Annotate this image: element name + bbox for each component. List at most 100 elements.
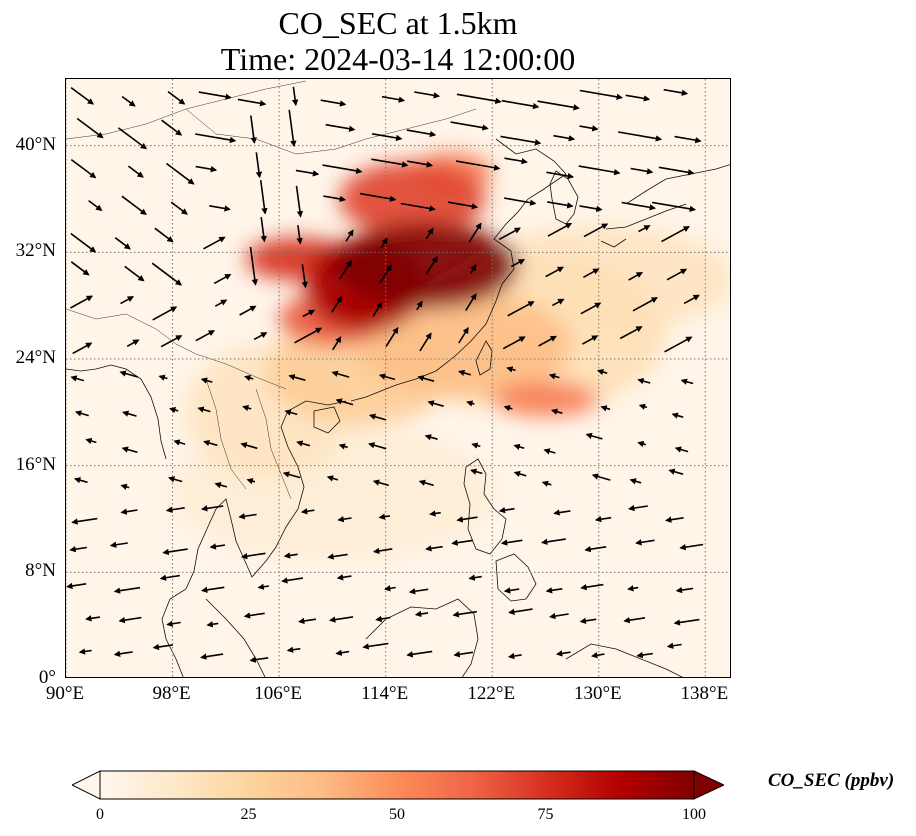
colorbar-extend-max: [693, 770, 726, 800]
wind-arrow: [425, 227, 434, 240]
wind-arrow: [508, 608, 533, 615]
concentration-plume: [492, 381, 599, 417]
coastline-new-guinea: [565, 643, 683, 677]
colorbar-tick-label: 75: [537, 806, 554, 823]
wind-arrow: [468, 222, 482, 243]
wind-arrow: [583, 223, 609, 238]
wind-arrow: [469, 264, 477, 275]
wind-arrow: [371, 133, 403, 142]
wind-arrow: [450, 121, 489, 131]
wind-arrow: [541, 538, 566, 546]
wind-arrow: [625, 94, 651, 102]
wind-arrow: [209, 205, 231, 212]
wind-arrow: [113, 650, 133, 657]
wind-arrow: [283, 552, 298, 559]
wind-arrow: [282, 471, 301, 479]
wind-arrow: [585, 432, 603, 440]
border-myanmar-thailand: [205, 378, 247, 490]
coastline-borneo: [365, 598, 479, 677]
wind-arrow: [679, 543, 704, 551]
wind-arrow: [553, 134, 576, 142]
wind-arrow: [638, 403, 648, 410]
wind-arrow: [239, 305, 257, 316]
wind-arrow: [498, 227, 521, 241]
wind-arrow: [244, 374, 254, 382]
wind-arrow: [637, 378, 651, 385]
wind-arrow: [683, 294, 700, 305]
lon-tick-label: 114°E: [361, 683, 409, 704]
wind-arrow: [201, 505, 224, 512]
wind-arrow: [249, 246, 258, 286]
wind-arrow: [203, 236, 226, 250]
wind-arrow: [674, 446, 689, 453]
wind-arrow: [118, 616, 142, 624]
colorbar-tick-label: 0: [96, 806, 104, 823]
wind-arrow: [671, 412, 684, 419]
wind-arrow: [579, 617, 597, 625]
wind-arrow: [452, 610, 477, 618]
wind-arrow: [665, 516, 684, 523]
wind-arrow: [246, 478, 256, 485]
wind-arrow: [259, 179, 268, 215]
wind-arrow: [471, 442, 481, 449]
wind-arrow: [424, 434, 438, 441]
wind-arrow: [503, 405, 513, 412]
wind-arrow: [238, 513, 257, 520]
wind-arrow: [294, 327, 323, 344]
wind-arrow: [122, 410, 137, 417]
wind-arrow: [121, 195, 147, 215]
lon-tick-label: 90°E: [45, 683, 85, 704]
coastline-hainan: [313, 406, 341, 434]
wind-arrow: [400, 202, 436, 212]
lon-tick-label: 106°E: [254, 683, 302, 704]
wind-arrow: [195, 133, 237, 144]
wind-arrow: [465, 293, 477, 312]
wind-arrow: [500, 539, 523, 546]
wind-arrow: [295, 169, 320, 177]
wind-arrow: [596, 368, 608, 376]
wind-arrow: [429, 510, 441, 517]
map-title-time: Time: 2024-03-14 12:00:00: [220, 41, 576, 77]
wind-arrow: [580, 302, 602, 315]
wind-arrow: [458, 327, 469, 344]
wind-arrow: [76, 117, 104, 139]
wind-arrow: [85, 437, 97, 445]
wind-arrow: [541, 480, 552, 487]
wind-arrow: [591, 473, 611, 481]
wind-arrow: [414, 91, 441, 99]
wind-arrow: [379, 264, 392, 284]
wind-arrow: [168, 476, 183, 483]
wind-arrow: [237, 98, 267, 107]
map-title-variable: CO_SEC at 1.5km: [278, 5, 518, 41]
wind-arrow: [503, 587, 520, 594]
wind-arrow: [594, 515, 612, 523]
colorbar-tick-label: 50: [389, 806, 405, 823]
wind-arrow: [466, 400, 475, 407]
lat-tick-label: 8°N: [25, 560, 56, 582]
wind-arrow: [200, 377, 213, 384]
wind-arrow: [658, 166, 695, 176]
wind-arrow: [506, 366, 516, 373]
wind-arrow: [121, 446, 138, 454]
wind-arrow: [154, 227, 174, 243]
wind-arrow: [546, 171, 575, 180]
wind-arrow: [335, 398, 354, 406]
wind-arrow: [158, 374, 168, 381]
wind-arrow: [385, 326, 399, 347]
wind-arrow: [425, 545, 443, 552]
wind-arrow: [619, 326, 643, 340]
wind-arrow: [152, 643, 173, 651]
wind-arrow: [584, 545, 607, 553]
wind-arrow: [66, 582, 87, 590]
wind-arrow: [74, 410, 89, 417]
wind-arrow: [417, 375, 435, 382]
wind-arrow: [545, 587, 563, 594]
wind-arrow: [213, 273, 232, 285]
concentration-plume: [339, 161, 486, 237]
wind-arrow: [453, 651, 474, 658]
wind-arrow: [126, 339, 140, 347]
wind-arrow: [629, 478, 642, 485]
wind-arrow: [425, 256, 438, 275]
wind-arrow: [70, 86, 95, 105]
lat-tick-label: 24°N: [15, 347, 56, 368]
